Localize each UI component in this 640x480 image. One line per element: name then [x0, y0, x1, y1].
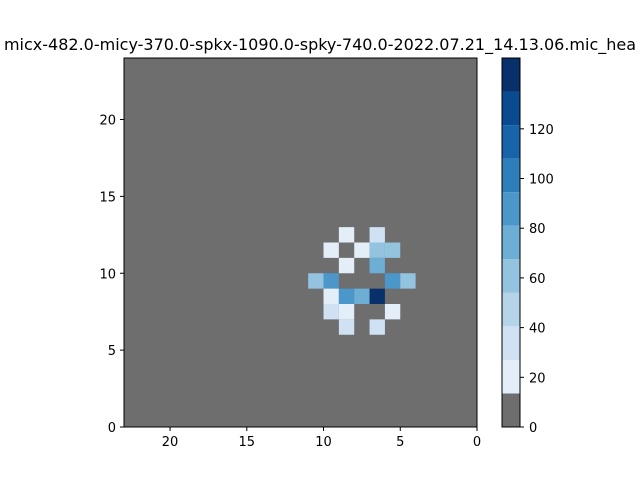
- heatmap-cell: [323, 304, 339, 320]
- colorbar-segment: [502, 326, 520, 360]
- heatmap-cell: [369, 288, 385, 304]
- colorbar: 0 20 40 60 80 100 120: [501, 57, 554, 436]
- heatmap-cell: [338, 304, 355, 320]
- colorbar-tick-label: 60: [529, 272, 546, 287]
- heatmap-cell: [323, 242, 339, 258]
- plot-area: [123, 57, 478, 428]
- colorbar-segment: [502, 393, 520, 427]
- colorbar-segment: [502, 259, 520, 293]
- colorbar-frame: [501, 57, 521, 428]
- colorbar-tick-label: 80: [529, 222, 546, 237]
- heatmap-cell: [308, 273, 324, 289]
- y-tick-label: 0: [108, 421, 116, 436]
- heatmap-cell: [354, 242, 370, 258]
- x-tick-label: 20: [162, 435, 179, 450]
- y-tick-label: 20: [99, 114, 116, 129]
- heatmap-cell: [384, 273, 401, 289]
- heatmap-cell: [369, 227, 385, 243]
- colorbar-segment: [502, 225, 520, 260]
- plot-frame: [123, 57, 478, 428]
- x-tick-label: 0: [473, 435, 481, 450]
- colorbar-segment: [502, 192, 520, 226]
- heatmap-cell: [354, 288, 370, 304]
- heatmap-cell: [369, 242, 385, 258]
- colorbar-segment: [502, 91, 520, 126]
- heatmap-cell: [384, 304, 401, 320]
- heatmap-cell: [369, 257, 385, 274]
- heatmap-cell: [400, 273, 416, 289]
- heatmap-cell: [323, 273, 339, 289]
- heatmap-cell: [384, 242, 401, 258]
- heatmap-cell: [323, 288, 339, 304]
- colorbar-tick-label: 20: [529, 371, 546, 386]
- colorbar-tick-label: 40: [529, 322, 546, 337]
- x-tick-label: 5: [396, 435, 404, 450]
- colorbar-segment: [502, 359, 520, 394]
- colorbar-tick-label: 100: [529, 173, 554, 188]
- x-tick-label: 15: [239, 435, 256, 450]
- chart-title: micx-482.0-micy-370.0-spkx-1090.0-spky-7…: [4, 35, 636, 55]
- y-tick-label: 15: [99, 190, 116, 205]
- heatmap-cell: [338, 227, 355, 243]
- x-tick-label: 10: [315, 435, 332, 450]
- colorbar-segment: [502, 125, 520, 159]
- y-tick-label: 10: [99, 267, 116, 282]
- heatmap-cell: [338, 288, 355, 304]
- colorbar-segment: [502, 292, 520, 327]
- colorbar-tick-label: 120: [529, 123, 554, 138]
- y-tick-label: 5: [108, 344, 116, 359]
- colorbar-tick-label: 0: [529, 421, 537, 436]
- y-axis: 0 5 10 15 20: [99, 114, 124, 436]
- colorbar-segment: [502, 58, 520, 92]
- colorbar-segment: [502, 158, 520, 193]
- heatmap-background: [124, 58, 477, 427]
- heatmap-cell: [338, 257, 355, 274]
- x-axis: 20 15 10 5 0: [162, 427, 481, 450]
- heatmap-cell: [369, 319, 385, 335]
- heatmap-cell: [338, 319, 355, 335]
